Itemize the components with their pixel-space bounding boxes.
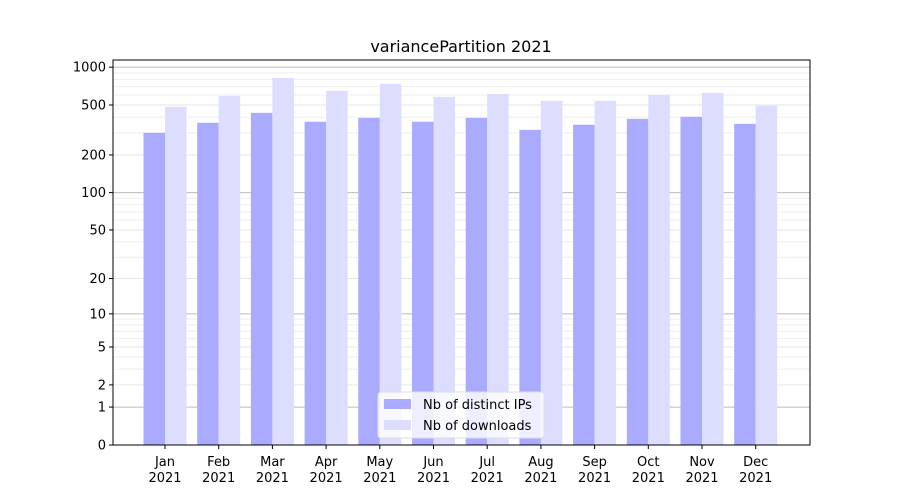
x-tick-label: Apr 2021 xyxy=(310,455,343,486)
bar-distinct-ips xyxy=(680,116,702,445)
bar-distinct-ips xyxy=(519,129,541,445)
bar-downloads xyxy=(702,92,724,445)
bar-distinct-ips xyxy=(197,122,219,446)
x-tick-label: Feb 2021 xyxy=(202,455,235,486)
x-tick-label: Nov 2021 xyxy=(685,455,718,486)
bar-distinct-ips xyxy=(734,123,756,446)
y-tick-label: 50 xyxy=(89,223,106,238)
bar-distinct-ips xyxy=(358,117,380,446)
bar-downloads xyxy=(594,100,617,446)
y-tick-label: 2 xyxy=(98,378,106,393)
y-tick-label: 1000 xyxy=(73,61,106,76)
bar-downloads xyxy=(379,83,402,445)
bar-distinct-ips xyxy=(304,121,327,446)
y-tick-label: 100 xyxy=(81,186,106,201)
bar-distinct-ips xyxy=(573,124,595,445)
bar-downloads xyxy=(272,77,294,445)
x-tick-label: Jun 2021 xyxy=(417,455,450,486)
x-tick-label: Sep 2021 xyxy=(578,455,611,486)
bar-downloads xyxy=(165,106,187,446)
y-tick-label: 0 xyxy=(98,439,106,454)
bar-downloads xyxy=(540,100,563,446)
y-tick-label: 10 xyxy=(89,307,106,322)
legend-swatch-downloads xyxy=(384,420,411,430)
plot-frame xyxy=(112,59,811,446)
y-tick-label: 200 xyxy=(81,148,106,163)
bar-distinct-ips xyxy=(143,132,165,445)
x-tick-label: Jul 2021 xyxy=(471,455,504,486)
bar-downloads xyxy=(755,105,778,445)
legend-label-ips: Nb of distinct IPs xyxy=(423,398,532,413)
y-tick-label: 20 xyxy=(89,272,106,287)
y-tick-label: 1 xyxy=(98,401,106,416)
y-tick-label: 5 xyxy=(98,341,106,356)
legend-label-downloads: Nb of downloads xyxy=(423,419,532,434)
legend-swatch-ips xyxy=(384,399,411,409)
bar-distinct-ips xyxy=(626,118,649,446)
bar-distinct-ips xyxy=(250,112,273,445)
bar-downloads xyxy=(648,94,670,445)
x-tick-label: May 2021 xyxy=(363,455,396,486)
bar-downloads xyxy=(218,95,241,446)
x-tick-label: Dec 2021 xyxy=(739,455,772,486)
legend: Nb of distinct IPs Nb of downloads xyxy=(377,391,545,439)
x-tick-label: Aug 2021 xyxy=(524,455,557,486)
bar-downloads xyxy=(326,90,348,445)
bar-distinct-ips xyxy=(465,117,488,446)
x-tick-label: Jan 2021 xyxy=(148,455,181,486)
bar-downloads xyxy=(487,93,509,445)
y-tick-label: 500 xyxy=(81,99,106,114)
chart-title: variancePartition 2021 xyxy=(370,37,551,56)
bar-distinct-ips xyxy=(412,121,434,446)
x-tick-label: Mar 2021 xyxy=(256,455,289,486)
x-tick-label: Oct 2021 xyxy=(632,455,665,486)
bar-downloads xyxy=(433,96,455,446)
